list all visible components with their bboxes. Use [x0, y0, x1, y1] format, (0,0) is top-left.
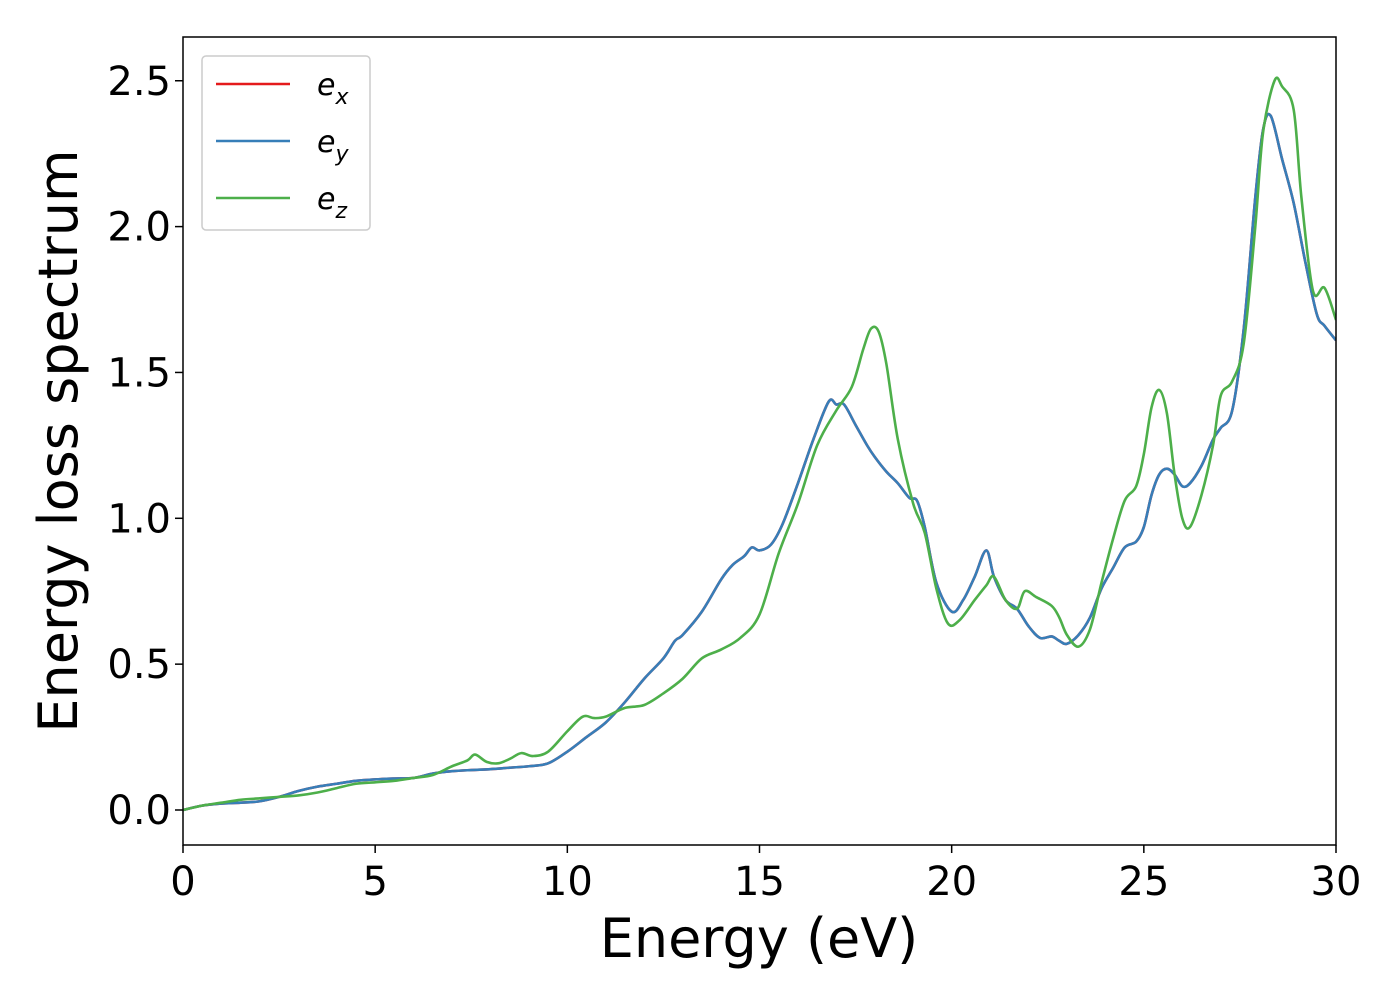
y-tick-label: 2.0	[107, 205, 171, 251]
x-tick-label: 30	[1311, 859, 1362, 905]
legend-box	[201, 55, 371, 231]
legend-label-z: ez	[317, 182, 347, 224]
x-tick-label: 15	[734, 859, 785, 905]
x-axis-ticks: 0 5 10 15 20 25 30	[170, 845, 1361, 905]
legend-label-y: ey	[317, 125, 349, 167]
legend: ex ey ez	[201, 55, 371, 231]
x-tick-label: 0	[170, 859, 195, 905]
y-tick-label: 2.5	[107, 59, 171, 105]
x-tick-label: 10	[542, 859, 593, 905]
y-tick-label: 1.0	[107, 496, 171, 542]
series-lines	[183, 76, 1336, 812]
y-axis-ticks: 0.0 0.5 1.0 1.5 2.0 2.5	[107, 59, 183, 834]
x-tick-label: 25	[1118, 859, 1169, 905]
y-tick-label: 0.0	[107, 788, 171, 834]
x-tick-label: 5	[362, 859, 387, 905]
y-axis-label: Energy loss spectrum	[27, 149, 90, 732]
x-tick-label: 20	[926, 859, 977, 905]
series-line-z	[183, 76, 1336, 812]
y-tick-label: 0.5	[107, 642, 171, 688]
plot-area	[183, 37, 1336, 845]
x-axis-label: Energy (eV)	[600, 907, 919, 970]
series-line-y	[183, 112, 1336, 812]
y-tick-label: 1.5	[107, 350, 171, 396]
legend-label-x: ex	[317, 68, 349, 110]
